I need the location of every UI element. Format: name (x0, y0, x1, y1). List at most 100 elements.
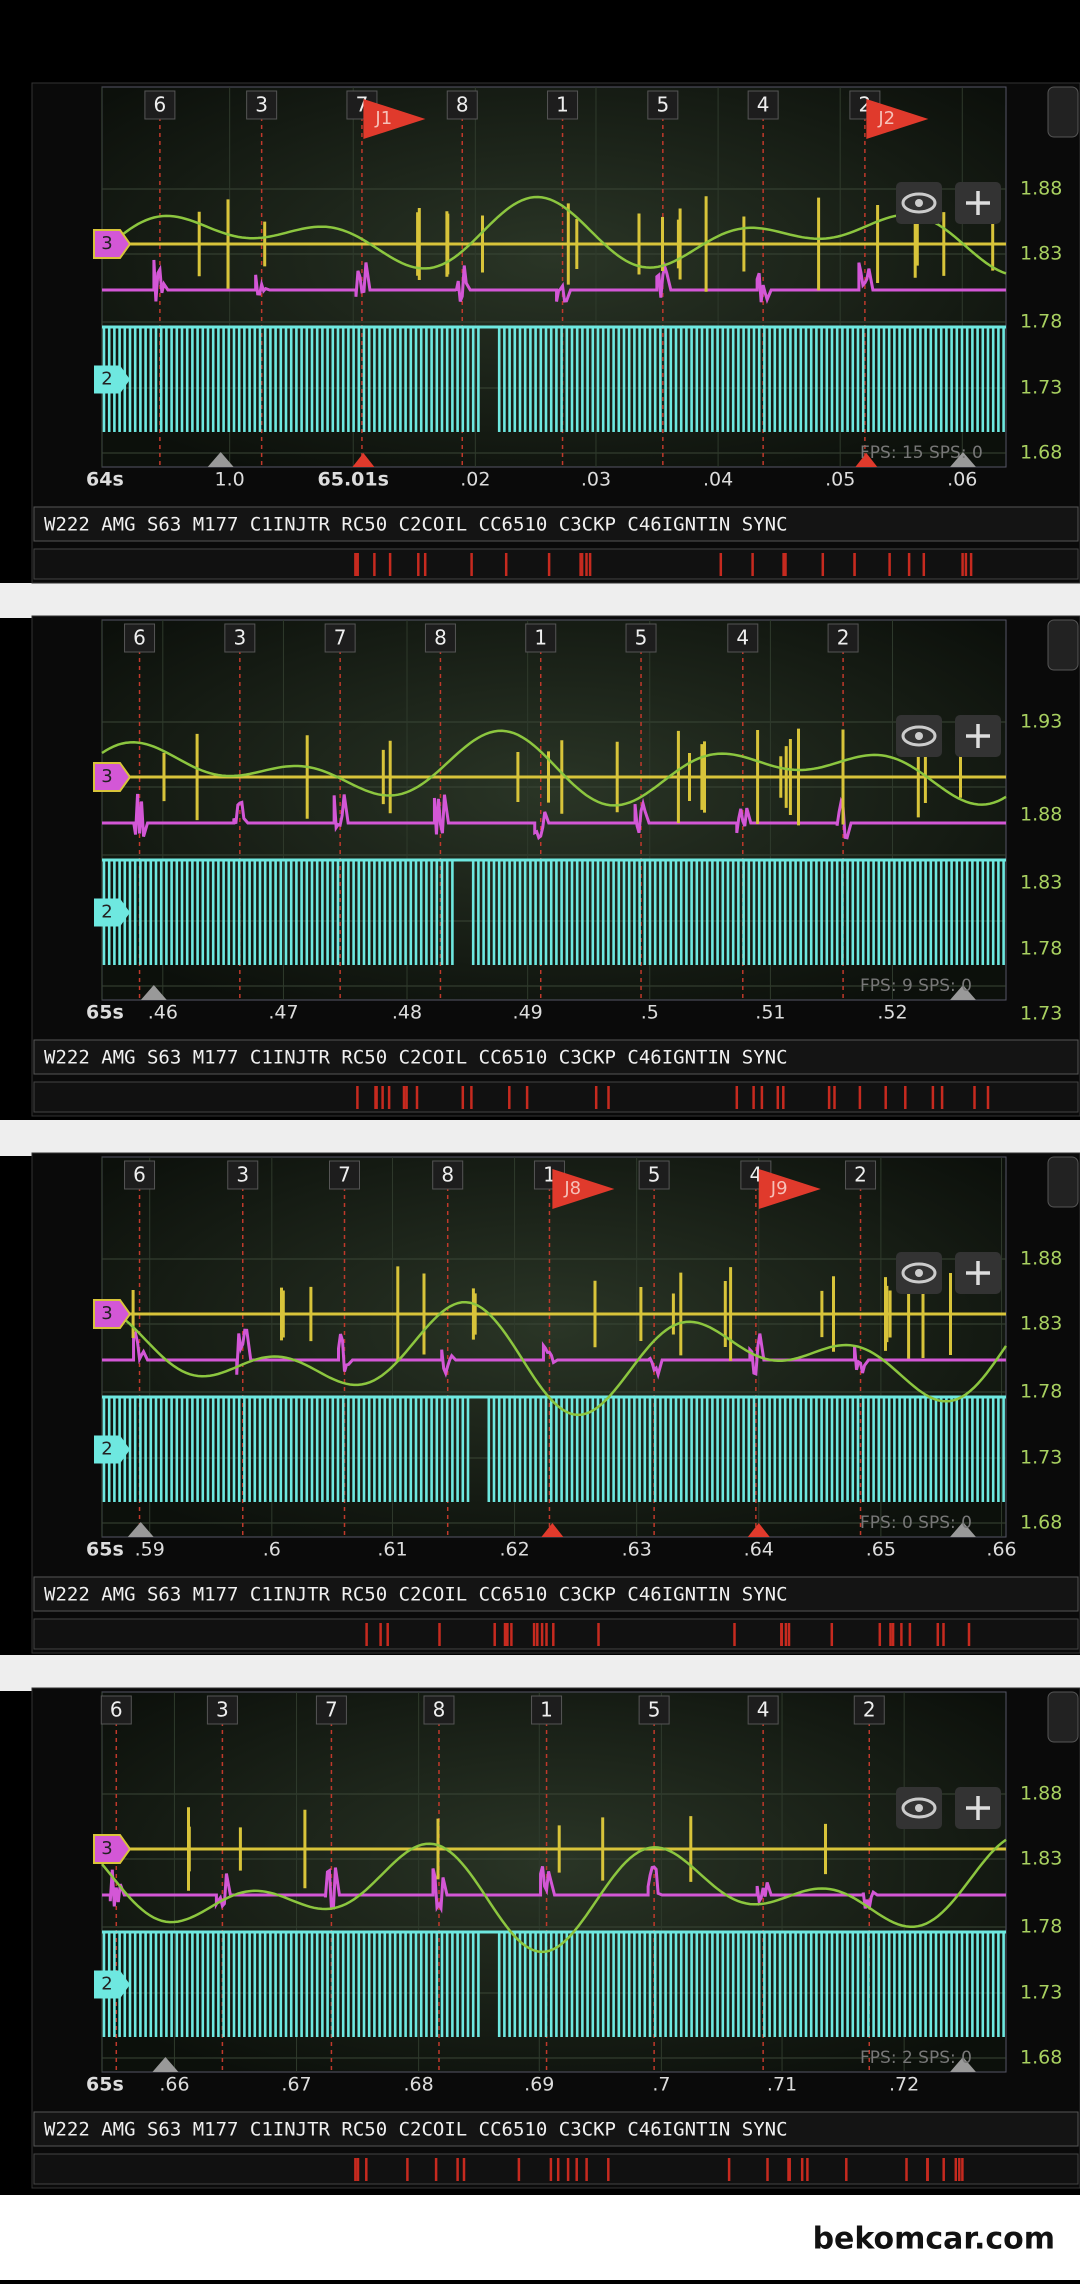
magenta-signal (102, 1865, 1006, 1914)
green-signal (101, 195, 1007, 275)
y-label: 1.78 (1020, 1381, 1062, 1403)
x-label: 65.01s (318, 469, 389, 491)
channel-title: W222 AMG S63 M177 C1INJTR RC50 C2COIL CC… (44, 1047, 788, 1069)
scope-panel: 1.88 1.83 1.78 1.73 1.68 6 3 7 8 1 5 4 2 3 2 FPS: 2 SPS… (31, 1687, 1080, 2189)
y-label: 1.73 (1020, 1003, 1062, 1025)
x-label: .49 (513, 1002, 543, 1024)
cursor-right (950, 985, 976, 1000)
cylinder-box (531, 1695, 563, 1725)
green-signal (101, 729, 1007, 807)
status: FPS: 15 SPS: 0 (860, 443, 983, 463)
cylinder-label: 8 (456, 93, 469, 117)
event-strip (33, 2153, 1079, 2185)
cylinder-label: 2 (854, 1163, 867, 1187)
eye-pupil (915, 1804, 923, 1812)
cylinder-box (446, 90, 478, 120)
y-label: 1.73 (1020, 1982, 1062, 2004)
flag[interactable] (552, 1169, 615, 1209)
flag-label: J1 (374, 108, 392, 129)
cylinder-box (625, 623, 657, 653)
plus-icon (966, 1796, 990, 1820)
cylinder-box (638, 1160, 670, 1190)
x-label: .51 (755, 1002, 785, 1024)
cursor-right (950, 452, 976, 467)
flag[interactable] (758, 1169, 821, 1209)
cursor-left (207, 452, 234, 467)
y-label: 1.88 (1020, 1248, 1062, 1270)
channel-tag (93, 229, 132, 259)
cylinder-label: 8 (441, 1163, 454, 1187)
channel-tag-label: 3 (101, 766, 112, 787)
x-label: .59 (135, 1539, 165, 1561)
flag[interactable] (866, 99, 929, 139)
channel-tag-label: 3 (101, 1303, 112, 1324)
channel-title-bar (33, 2111, 1079, 2147)
x-label: .06 (947, 469, 977, 491)
plus-icon (966, 191, 990, 215)
flag-foot (352, 453, 375, 467)
channel-title-bar (33, 1039, 1079, 1075)
y-label: 1.93 (1020, 711, 1062, 733)
cylinder-label: 6 (110, 1698, 123, 1722)
cylinder-box (315, 1695, 347, 1725)
flag[interactable] (363, 99, 426, 139)
x-label: .47 (268, 1002, 298, 1024)
cylinder-label: 8 (433, 1698, 446, 1722)
y-label: 1.68 (1020, 442, 1062, 464)
separator (0, 1655, 1080, 1691)
separator (0, 583, 1080, 618)
green-signal (101, 1300, 1008, 1417)
cylinder-box (224, 623, 256, 653)
cylinder-box (324, 623, 356, 653)
x-label: .72 (889, 2074, 919, 2096)
cylinder-label: 3 (233, 626, 246, 650)
plot-area (101, 1691, 1007, 2073)
cylinder-label: 4 (757, 93, 770, 117)
cursor-left (152, 2057, 179, 2072)
y-label: 1.83 (1020, 1848, 1062, 1870)
green-signal (101, 1838, 1007, 1954)
cylinder-label: 5 (648, 1163, 661, 1187)
flag-label: J9 (770, 1178, 788, 1199)
magenta-signal (102, 259, 1006, 304)
eye-icon (901, 1262, 937, 1284)
x-label: .68 (404, 2074, 434, 2096)
cylinder-label: 7 (325, 1698, 338, 1722)
x-label: .65 (866, 1539, 896, 1561)
x-label: 65s (86, 1002, 124, 1024)
flag-foot (747, 1523, 770, 1537)
channel-title: W222 AMG S63 M177 C1INJTR RC50 C2COIL CC… (44, 514, 788, 536)
y-label: 1.88 (1020, 178, 1062, 200)
x-label: .48 (392, 1002, 422, 1024)
plot-area (101, 619, 1007, 1001)
eye-pupil (915, 1269, 923, 1277)
cylinder-label: 2 (863, 1698, 876, 1722)
cylinder-box (845, 1160, 877, 1190)
channel-tag (93, 1834, 132, 1864)
y-label: 1.78 (1020, 311, 1062, 333)
x-label: .61 (377, 1539, 407, 1561)
cylinder-label: 2 (837, 626, 850, 650)
channel-title: W222 AMG S63 M177 C1INJTR RC50 C2COIL CC… (44, 1584, 788, 1606)
side-handle (1047, 1691, 1079, 1743)
cylinder-box (424, 623, 456, 653)
channel-title: W222 AMG S63 M177 C1INJTR RC50 C2COIL CC… (44, 2119, 788, 2141)
cylinder-label: 7 (338, 1163, 351, 1187)
plus-icon (966, 1261, 990, 1285)
channel-tag-label: 2 (101, 1974, 112, 1995)
y-label: 1.83 (1020, 243, 1062, 265)
cylinder-box (100, 1695, 132, 1725)
cylinder-box (853, 1695, 885, 1725)
x-label: .04 (703, 469, 733, 491)
yellow-pulses (187, 1807, 827, 1891)
event-strip (33, 1618, 1079, 1650)
x-label: 65s (86, 1539, 124, 1561)
channel-tag-label: 3 (101, 233, 112, 254)
channel-tag (94, 898, 130, 927)
eye-icon (901, 1797, 937, 1819)
eye-icon (901, 725, 937, 747)
eye-pupil (915, 732, 923, 740)
cursor-right (950, 2057, 976, 2072)
cylinder-box (727, 623, 759, 653)
